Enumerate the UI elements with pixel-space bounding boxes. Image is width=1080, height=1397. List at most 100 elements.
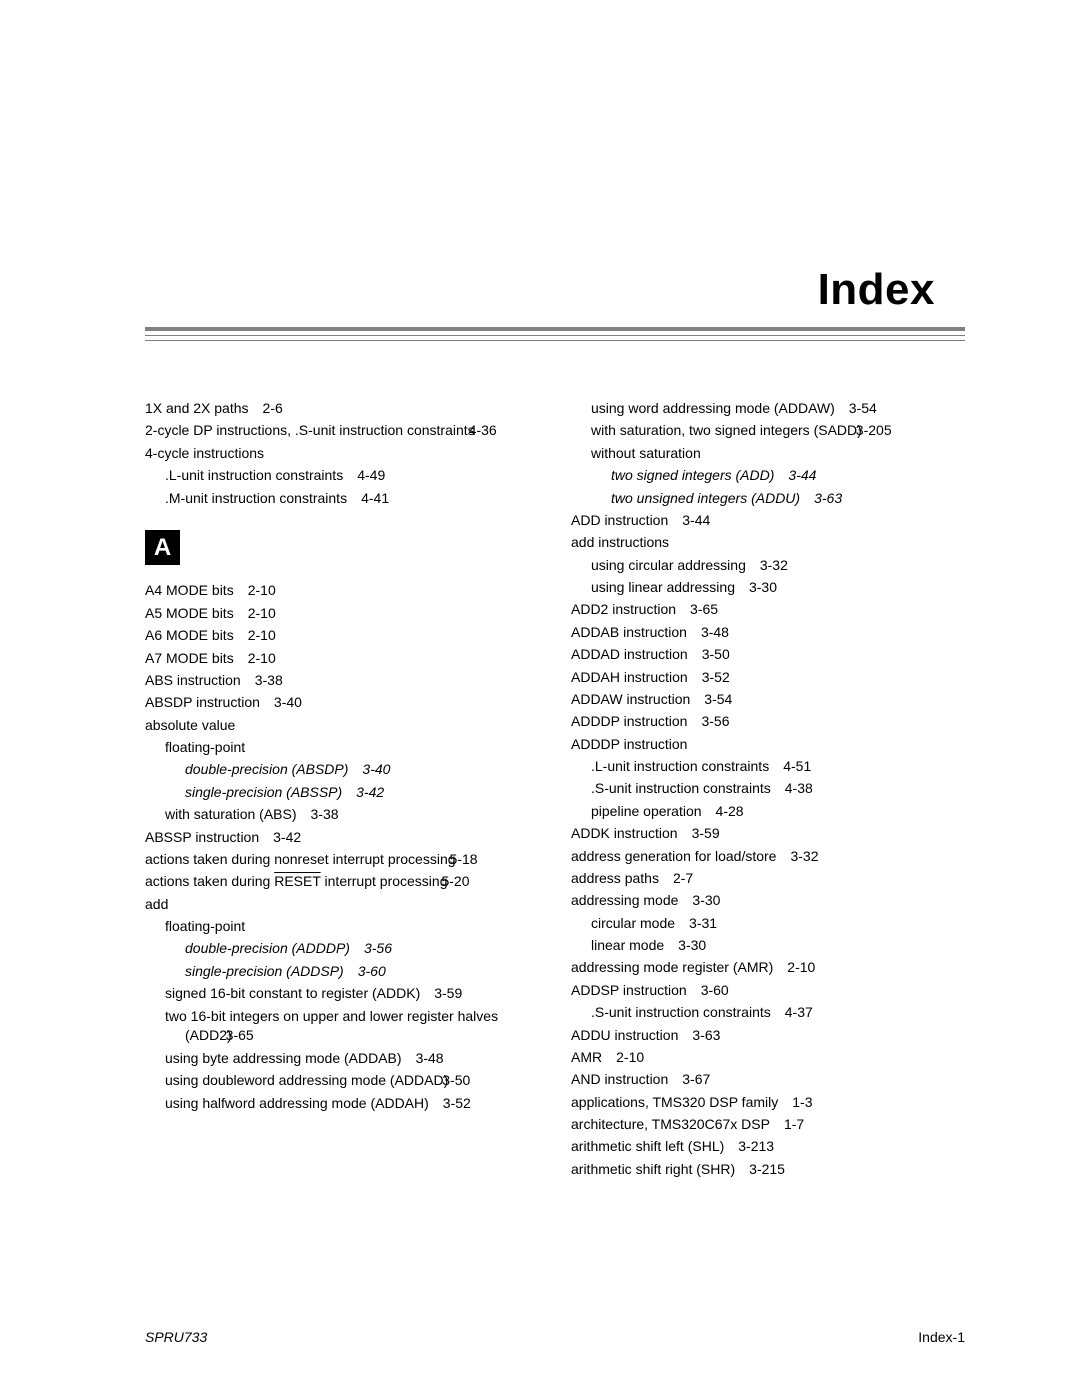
page-reference: 4-41 (361, 489, 389, 509)
entry-text: .S-unit instruction constraints (591, 780, 771, 796)
page-reference: 3-40 (274, 693, 302, 713)
page-reference: 3-48 (416, 1049, 444, 1069)
index-entry: without saturation (571, 444, 965, 464)
index-entry: using word addressing mode (ADDAW)3-54 (571, 399, 965, 419)
entry-text: ADDU instruction (571, 1027, 678, 1043)
entry-text: address generation for load/store (571, 848, 776, 864)
page-reference: 2-10 (787, 958, 815, 978)
index-entry: two 16-bit integers on upper and lower r… (145, 1007, 539, 1047)
page-reference: 3-50 (462, 1071, 478, 1091)
page-reference: 3-56 (364, 939, 392, 959)
entry-text: .M-unit instruction constraints (165, 490, 347, 506)
entry-text: using word addressing mode (ADDAW) (591, 400, 835, 416)
entry-text: ABS instruction (145, 672, 241, 688)
index-left-column: 1X and 2X paths 2-6 2-cycle DP instruction… (145, 399, 539, 1182)
index-entry: single-precision (ADDSP)3-60 (145, 962, 539, 982)
index-entry: using doubleword addressing mode (ADDAD)… (145, 1071, 539, 1091)
page-reference: 3-59 (692, 824, 720, 844)
index-entry: architecture, TMS320C67x DSP 1-7 (571, 1115, 965, 1135)
page-reference: 3-31 (689, 914, 717, 934)
entry-text: ADDK instruction (571, 825, 678, 841)
index-entry: ADDAD instruction3-50 (571, 645, 965, 665)
index-entry: double-precision (ADDDP)3-56 (145, 939, 539, 959)
entry-text: ADDAH instruction (571, 669, 688, 685)
entry-text: arithmetic shift right (SHR) (571, 1161, 735, 1177)
page: Index 1X and 2X paths2-62-cycle DP instr… (0, 0, 1080, 1397)
page-reference: 3-65 (690, 600, 718, 620)
index-entry: ADD instruction3-44 (571, 511, 965, 531)
index-entry: .L-unit instruction constraints4-51 (571, 757, 965, 777)
entry-text: actions taken during nonreset interrupt … (145, 851, 456, 867)
entry-text: architecture, TMS320C67x DSP (571, 1116, 770, 1132)
page-reference: 4-36 (489, 421, 505, 441)
index-entry: .L-unit instruction constraints4-49 (145, 466, 539, 486)
page-reference: 4-28 (716, 802, 744, 822)
index-entry: 1X and 2X paths 2-6 (145, 399, 539, 419)
entry-text: two unsigned integers (ADDU) (611, 490, 800, 506)
page-reference: 3-42 (273, 828, 301, 848)
index-entry: using halfword addressing mode (ADDAH)3-… (145, 1094, 539, 1114)
page-reference: 3-30 (678, 936, 706, 956)
entry-text: ADDAD instruction (571, 646, 688, 662)
index-entry: address generation for load/store 3-32 (571, 847, 965, 867)
page-reference: 3-44 (788, 466, 816, 486)
index-entry: AMR2-10 (571, 1048, 965, 1068)
page-reference: 3-52 (443, 1094, 471, 1114)
index-entry: applications, TMS320 DSP family1-3 (571, 1093, 965, 1113)
entry-text: 1X and 2X paths (145, 400, 249, 416)
index-entry: ADDAH instruction3-52 (571, 668, 965, 688)
page-reference: 3-60 (701, 981, 729, 1001)
entry-text: signed 16-bit constant to register (ADDK… (165, 985, 420, 1001)
entry-text: with saturation (ABS) (165, 806, 297, 822)
index-entry: addressing mode3-30 (571, 891, 965, 911)
entry-text: absolute value (145, 717, 235, 733)
entry-text: .L-unit instruction constraints (591, 758, 769, 774)
page-reference: 3-42 (356, 783, 384, 803)
entry-text: addressing mode register (AMR) (571, 959, 773, 975)
index-entry: ADDDP instruction3-56 (571, 712, 965, 732)
page-reference: 3-60 (358, 962, 386, 982)
page-reference: 1-3 (792, 1093, 812, 1113)
index-entry: ABSSP instruction3-42 (145, 828, 539, 848)
index-entry: ABS instruction 3-38 (145, 671, 539, 691)
entry-text: ADD2 instruction (571, 601, 676, 617)
index-entry: arithmetic shift left (SHL)3-213 (571, 1137, 965, 1157)
entry-text: A5 MODE bits (145, 605, 234, 621)
index-entry: absolute value (145, 716, 539, 736)
entry-text: without saturation (591, 445, 701, 461)
entry-text: AMR (571, 1049, 602, 1065)
index-entry: using linear addressing3-30 (571, 578, 965, 598)
page-reference: 3-38 (255, 671, 283, 691)
page-reference: 1-7 (784, 1115, 804, 1135)
index-entry: A5 MODE bits2-10 (145, 604, 539, 624)
entry-text: floating-point (165, 739, 245, 755)
index-entry: using circular addressing3-32 (571, 556, 965, 576)
page-reference: 4-37 (785, 1003, 813, 1023)
page-reference: 3-30 (749, 578, 777, 598)
entry-text: ADDAW instruction (571, 691, 690, 707)
entry-text: add (145, 896, 168, 912)
index-entry: ADDSP instruction 3-60 (571, 981, 965, 1001)
index-entry: .S-unit instruction constraints4-37 (571, 1003, 965, 1023)
index-entry: add instructions (571, 533, 965, 553)
entry-text: two 16-bit integers on upper and lower r… (165, 1008, 498, 1044)
index-entry: ADD2 instruction 3-65 (571, 600, 965, 620)
index-entry: actions taken during nonreset interrupt … (145, 850, 539, 870)
index-entry: ADDK instruction 3-59 (571, 824, 965, 844)
index-entry: signed 16-bit constant to register (ADDK… (145, 984, 539, 1004)
page-reference: 2-6 (263, 399, 283, 419)
page-reference: 3-38 (311, 805, 339, 825)
index-right-column: using word addressing mode (ADDAW)3-54 wi… (571, 399, 965, 1182)
page-reference: 5-18 (470, 850, 486, 870)
page-reference: 3-63 (814, 489, 842, 509)
entry-text: double-precision (ABSDP) (185, 761, 348, 777)
entry-text: ADDSP instruction (571, 982, 687, 998)
page-reference: 2-10 (248, 581, 276, 601)
entry-text: A7 MODE bits (145, 650, 234, 666)
entry-text: .L-unit instruction constraints (165, 467, 343, 483)
entry-text: actions taken during RESET interrupt pro… (145, 873, 447, 889)
page-reference: 3-32 (790, 847, 818, 867)
entry-text: ADDAB instruction (571, 624, 687, 640)
entry-text: 2-cycle DP instructions, .S-unit instruc… (145, 422, 475, 438)
index-entry: A7 MODE bits2-10 (145, 649, 539, 669)
